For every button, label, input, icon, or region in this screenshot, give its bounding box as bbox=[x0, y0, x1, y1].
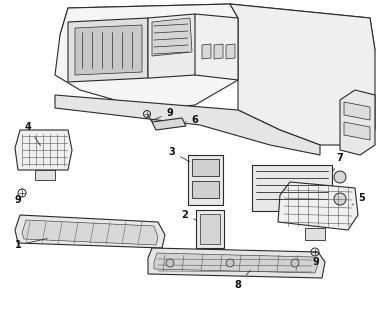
Polygon shape bbox=[55, 4, 238, 110]
Polygon shape bbox=[60, 4, 375, 50]
Polygon shape bbox=[344, 122, 370, 140]
Text: 9: 9 bbox=[14, 189, 22, 205]
Polygon shape bbox=[202, 44, 211, 59]
Polygon shape bbox=[195, 14, 238, 80]
Text: 5: 5 bbox=[352, 193, 365, 205]
Polygon shape bbox=[75, 25, 142, 75]
Polygon shape bbox=[55, 95, 320, 155]
Circle shape bbox=[226, 259, 234, 267]
Polygon shape bbox=[154, 253, 318, 273]
Polygon shape bbox=[148, 14, 198, 78]
Polygon shape bbox=[152, 18, 192, 56]
Polygon shape bbox=[340, 90, 375, 155]
Polygon shape bbox=[68, 18, 148, 82]
Polygon shape bbox=[196, 210, 224, 248]
Text: 6: 6 bbox=[186, 115, 199, 125]
Text: 8: 8 bbox=[235, 270, 250, 290]
Polygon shape bbox=[192, 181, 219, 198]
Polygon shape bbox=[192, 159, 219, 176]
Text: 2: 2 bbox=[182, 210, 196, 220]
Polygon shape bbox=[15, 215, 165, 248]
Text: 1: 1 bbox=[14, 239, 47, 250]
Polygon shape bbox=[35, 170, 55, 180]
Polygon shape bbox=[200, 214, 220, 244]
Text: 9: 9 bbox=[313, 251, 319, 267]
Circle shape bbox=[291, 259, 299, 267]
Polygon shape bbox=[230, 4, 375, 145]
Polygon shape bbox=[188, 155, 223, 205]
Circle shape bbox=[334, 193, 346, 205]
Polygon shape bbox=[22, 220, 158, 245]
Polygon shape bbox=[344, 102, 370, 120]
Text: 3: 3 bbox=[169, 147, 190, 162]
Polygon shape bbox=[152, 118, 186, 130]
Polygon shape bbox=[148, 248, 325, 278]
Polygon shape bbox=[252, 165, 332, 211]
Circle shape bbox=[334, 171, 346, 183]
Text: 4: 4 bbox=[25, 122, 40, 146]
Text: 7: 7 bbox=[333, 153, 343, 171]
Polygon shape bbox=[226, 44, 235, 59]
Polygon shape bbox=[15, 130, 72, 170]
Text: 9: 9 bbox=[150, 108, 173, 121]
Polygon shape bbox=[305, 228, 325, 240]
Polygon shape bbox=[214, 44, 223, 59]
Polygon shape bbox=[278, 182, 358, 230]
Circle shape bbox=[166, 259, 174, 267]
